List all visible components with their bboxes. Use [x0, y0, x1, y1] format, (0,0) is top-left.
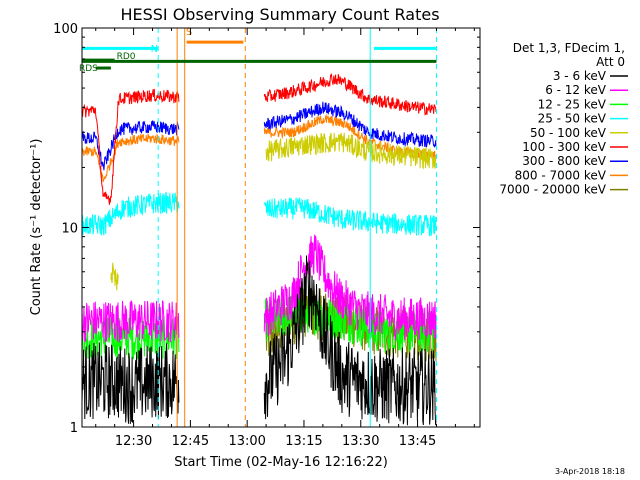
series-3-6-kev [81, 255, 437, 426]
y-axis-label: Count Rate (s⁻¹ detector⁻¹) [29, 139, 44, 316]
legend-label: 100 - 300 keV [522, 140, 606, 154]
flag-label-n: N [151, 44, 158, 55]
x-tick-label: 12:45 [172, 434, 209, 449]
x-tick-label: 12:30 [115, 434, 152, 449]
flag-label-rds: RDS [79, 64, 98, 74]
legend-header-line2: Att 0 [596, 55, 625, 69]
legend-label: 300 - 800 keV [522, 154, 606, 168]
series-6-12-kev [81, 234, 437, 343]
series-100-300-kev [81, 72, 437, 205]
legend-label: 12 - 25 keV [538, 97, 607, 111]
axes: 1 10 100 12:30 12:45 13:00 13:15 13:30 13:45 [53, 22, 481, 449]
x-axis-label: Start Time (02-May-16 12:16:22) [174, 455, 388, 470]
chart-title: HESSI Observing Summary Count Rates [120, 5, 439, 24]
series-12-25-kev [81, 291, 437, 360]
flag-label-rd0: RD0 [117, 52, 136, 62]
legend-label: 7000 - 20000 keV [499, 183, 606, 197]
x-tick-label: 13:00 [228, 434, 265, 449]
x-tick-label: 13:45 [399, 434, 436, 449]
flag-label-s: S [186, 27, 192, 38]
series-25-50-kev [81, 191, 437, 237]
x-tick-label: 13:15 [285, 434, 322, 449]
footer-date: 3-Apr-2018 18:18 [555, 467, 625, 476]
legend-header-line1: Det 1,3, FDecim 1, [513, 41, 625, 55]
legend-label: 6 - 12 keV [545, 83, 607, 97]
plot-area: S N RD0 RDS [79, 27, 437, 427]
y-tick-label: 10 [61, 222, 78, 237]
legend-label: 25 - 50 keV [538, 112, 607, 126]
y-tick-label: 1 [70, 421, 78, 436]
legend-label: 3 - 6 keV [553, 69, 607, 83]
x-tick-label: 13:30 [342, 434, 379, 449]
legend-label: 800 - 7000 keV [515, 168, 607, 182]
series-gold-band [265, 132, 437, 170]
y-tick-label: 100 [53, 22, 78, 37]
series-50-100-kev [110, 262, 119, 291]
legend-label: 50 - 100 keV [530, 126, 607, 140]
